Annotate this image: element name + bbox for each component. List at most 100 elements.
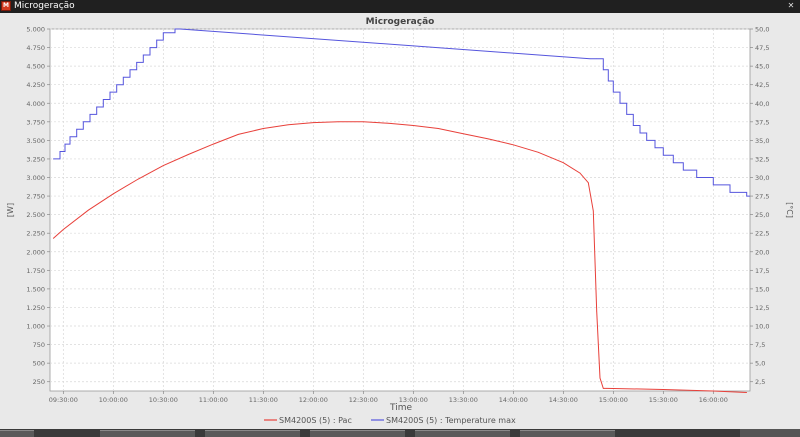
data-point-pac [712,390,714,392]
y-left-tick-label: 3.000 [26,174,45,182]
taskbar-item[interactable] [520,430,615,437]
data-point-pac [437,128,439,129]
data-point-pac [312,122,314,123]
data-point-temperature [612,91,614,93]
data-point-pac [746,392,748,393]
x-tick-label: 09:30:00 [49,396,78,404]
data-point-temperature [52,158,54,160]
start-button[interactable] [0,430,34,437]
data-point-temperature [169,32,171,34]
data-point-temperature [69,136,71,138]
legend-label-temperature: SM4200S (5) : Temperature max [386,416,516,425]
y-left-tick-label: 2.500 [26,211,45,219]
data-point-pac [212,143,214,145]
data-point-temperature [96,106,98,108]
y-right-tick-label: 12,5 [755,304,769,312]
x-tick-label: 12:00:00 [299,396,328,404]
data-point-pac [512,144,514,146]
taskbar-item[interactable] [415,430,510,437]
data-point-pac [287,124,289,126]
data-point-temperature [626,114,628,115]
data-point-temperature [89,114,91,115]
x-tick-label: 11:30:00 [249,396,278,404]
x-tick-label: 16:00:00 [699,396,728,404]
data-point-temperature [142,54,144,56]
window-title: Microgeração [14,1,75,11]
y-right-tick-label: 20,0 [755,248,769,256]
y-right-tick-label: 17,5 [755,267,769,275]
chart-title: Microgeração [366,17,435,27]
data-point-pac [137,178,139,180]
y-axis-right-label: [°C] [785,202,794,218]
y-right-tick-label: 35,0 [755,137,769,145]
x-tick-label: 14:00:00 [499,396,528,404]
y-right-tick-label: 10,0 [755,323,769,331]
data-point-temperature [696,177,698,178]
y-right-tick-label: 37,5 [755,118,769,126]
data-point-temperature [136,62,138,63]
data-point-pac [87,209,89,211]
data-point-pac [562,162,564,164]
x-tick-label: 11:00:00 [199,396,228,404]
data-point-temperature [602,69,604,71]
y-left-tick-label: 2.750 [26,193,45,201]
data-point-temperature [632,125,634,126]
data-point-temperature [162,32,164,34]
y-right-tick-label: 50,0 [755,26,769,34]
data-point-pac [462,133,464,135]
data-point-temperature [59,151,61,152]
data-point-pac [162,165,164,166]
y-right-tick-label: 45,0 [755,63,769,71]
x-tick-label: 13:00:00 [399,396,428,404]
data-point-temperature [109,91,111,93]
data-point-temperature [746,195,748,197]
y-left-tick-label: 4.250 [26,81,45,89]
data-point-pac [587,182,589,184]
y-left-tick-label: 3.750 [26,118,45,126]
data-point-temperature [589,58,591,60]
y-left-tick-label: 250 [33,378,45,386]
taskbar-item[interactable] [100,430,195,437]
taskbar [0,429,800,437]
data-point-temperature [712,184,714,186]
y-left-tick-label: 4.750 [26,44,45,52]
legend: SM4200S (5) : Pac SM4200S (5) : Temperat… [264,416,516,425]
y-left-tick-label: 4.000 [26,100,45,108]
data-point-pac [52,238,54,239]
data-point-pac [579,172,581,174]
y-right-tick-label: 42,5 [755,81,769,89]
data-point-temperature [662,154,664,156]
y-right-tick-label: 2,5 [755,378,765,386]
data-point-temperature [129,69,131,71]
y-left-tick-label: 2.000 [26,248,45,256]
data-point-pac [612,388,614,389]
data-point-temperature [149,47,151,48]
close-icon[interactable]: ✕ [787,1,795,10]
legend-label-pac: SM4200S (5) : Pac [279,416,352,425]
x-tick-label: 10:30:00 [149,396,178,404]
data-point-temperature [654,147,656,149]
plot-area [49,28,751,392]
x-axis: 09:30:00 10:00:00 10:30:00 11:00:00 11:30:00… [49,391,728,404]
data-point-pac [599,377,601,379]
data-point-pac [602,388,604,389]
data-point-temperature [607,80,609,82]
x-tick-label: 10:00:00 [99,396,128,404]
x-tick-label: 13:30:00 [449,396,478,404]
taskbar-item[interactable] [205,430,300,437]
y-left-tick-label: 1.250 [26,304,45,312]
data-point-pac [237,134,239,135]
y-left-tick-label: 500 [33,360,45,368]
data-point-temperature [82,121,84,123]
chart: 250 500 750 1.000 1.250 1.500 1.750 2.000 2.250 2… [0,13,800,429]
data-point-temperature [102,99,104,100]
taskbar-item[interactable] [310,430,405,437]
data-point-temperature [639,132,641,134]
y-left-tick-label: 1.500 [26,285,45,293]
data-point-pac [187,154,189,155]
x-axis-label: Time [389,403,412,413]
data-point-pac [487,138,489,140]
y-right-tick-label: 27,5 [755,193,769,201]
series-layer [52,28,750,393]
data-point-pac [606,388,608,389]
